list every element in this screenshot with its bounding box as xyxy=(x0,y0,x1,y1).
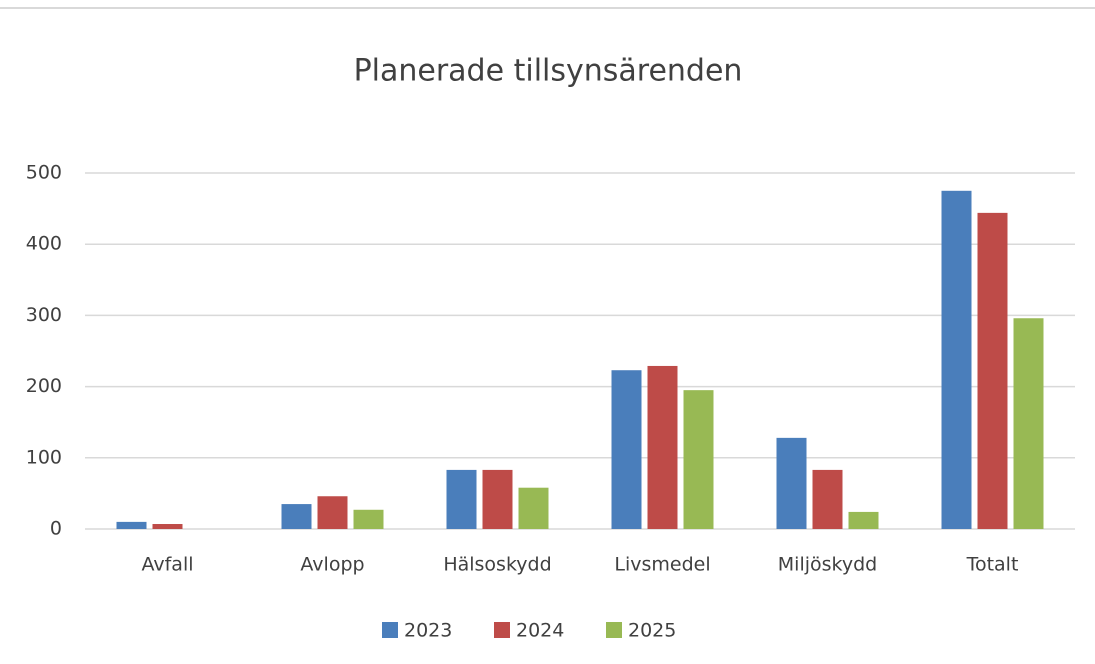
legend-label: 2023 xyxy=(404,620,452,642)
legend-swatch xyxy=(606,622,622,638)
x-tick-label: Avlopp xyxy=(300,554,364,576)
bar xyxy=(353,509,384,529)
y-tick-label: 0 xyxy=(50,518,62,540)
bar xyxy=(446,469,477,529)
x-tick-label: Miljöskydd xyxy=(778,554,877,576)
legend-swatch xyxy=(382,622,398,638)
x-tick-label: Totalt xyxy=(966,554,1019,576)
bar xyxy=(152,524,183,529)
y-tick-label: 400 xyxy=(26,233,62,255)
bar xyxy=(281,504,312,529)
x-tick-label: Avfall xyxy=(141,554,193,576)
y-tick-label: 500 xyxy=(26,162,62,184)
legend-label: 2025 xyxy=(628,620,676,642)
bar xyxy=(977,212,1008,529)
bar xyxy=(941,190,972,530)
bar xyxy=(647,365,678,529)
bar xyxy=(518,487,549,529)
bar xyxy=(317,496,348,529)
legend-label: 2024 xyxy=(516,620,564,642)
bar xyxy=(683,390,714,529)
bar xyxy=(116,521,147,529)
y-tick-label: 200 xyxy=(26,375,62,397)
bar xyxy=(848,511,879,529)
y-tick-label: 100 xyxy=(26,446,62,468)
x-tick-label: Livsmedel xyxy=(614,554,710,576)
bar xyxy=(812,469,843,529)
bar xyxy=(776,437,807,529)
x-tick-label: Hälsoskydd xyxy=(443,554,551,576)
bar xyxy=(482,469,513,529)
chart-title: Planerade tillsynsärenden xyxy=(354,54,743,89)
bar xyxy=(611,370,642,529)
legend-swatch xyxy=(494,622,510,638)
y-tick-label: 300 xyxy=(26,304,62,326)
bar xyxy=(1013,318,1044,529)
